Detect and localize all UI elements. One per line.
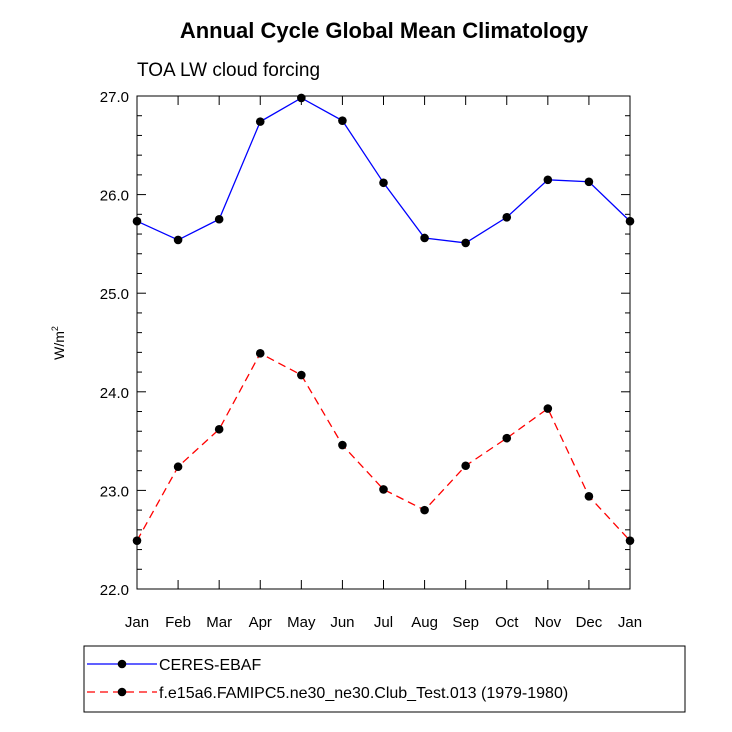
series-1-point — [132, 216, 142, 226]
series-2-point — [420, 505, 429, 515]
legend-marker-1 — [117, 659, 127, 669]
series-2-point — [338, 440, 347, 450]
series-1-point — [338, 116, 347, 125]
chart-subtitle: TOA LW cloud forcing — [137, 60, 320, 81]
series-2-point — [502, 433, 512, 443]
x-tick-label: Jan — [125, 614, 149, 631]
x-tick-label: May — [287, 614, 316, 631]
series-1-point — [297, 93, 306, 103]
series-1-point — [420, 233, 429, 243]
series-1-point — [502, 212, 512, 222]
series-1-point — [173, 235, 183, 245]
x-tick-label: Oct — [495, 614, 519, 631]
series-2-point — [132, 536, 142, 545]
x-tick-label: Nov — [534, 614, 561, 631]
x-tick-label: Feb — [165, 614, 191, 631]
series-1-point — [379, 178, 388, 188]
series-2-point — [214, 424, 224, 434]
series-line-2 — [136, 352, 631, 542]
y-tick-label: 26.0 — [100, 188, 129, 205]
y-tick-label: 25.0 — [100, 286, 129, 303]
legend-box — [83, 645, 686, 713]
series-2-point — [543, 404, 553, 413]
y-tick-label: 22.0 — [100, 582, 129, 599]
series-line-1 — [136, 97, 631, 244]
series-1-point — [461, 238, 470, 248]
legend: CERES-EBAF f.e15a6.FAMIPC5.ne30_ne30.Club… — [83, 645, 686, 713]
x-tick-label: Aug — [411, 614, 438, 631]
series-2-point — [625, 536, 635, 545]
y-tick-label: 23.0 — [100, 483, 129, 500]
series-1-point — [543, 175, 553, 185]
series-2-point — [584, 492, 594, 501]
legend-label-1: CERES-EBAF — [159, 657, 261, 674]
series-1-point — [214, 214, 224, 224]
svg-text:W/m2: W/m2 — [50, 326, 67, 360]
series-1-point — [255, 117, 265, 126]
x-tick-label: Sep — [452, 614, 479, 631]
series-1-point — [625, 216, 635, 226]
y-axis-label-superscript: 2 — [50, 326, 60, 331]
y-axis-label: W/m2 — [50, 326, 67, 360]
y-axis-label-text: W/m — [51, 331, 67, 360]
legend-label-2: f.e15a6.FAMIPC5.ne30_ne30.Club_Test.013 … — [159, 685, 568, 702]
series-2-point — [379, 485, 388, 494]
x-tick-label: Jul — [374, 614, 393, 631]
y-tick-label: 24.0 — [100, 385, 129, 402]
series-1-point — [584, 177, 594, 187]
series-2-point — [297, 370, 306, 380]
y-tick-label: 27.0 — [100, 89, 129, 106]
x-tick-label: Apr — [249, 614, 272, 631]
series-2-point — [173, 462, 183, 472]
series-2-point — [255, 349, 265, 358]
x-tick-label: Jun — [330, 614, 354, 631]
plot-area: 22.0 23.0 24.0 25.0 26.0 27.0 Jan Feb Mar Apr May J… — [100, 89, 642, 631]
plot-frame — [136, 95, 631, 590]
series-2-point — [461, 461, 470, 471]
x-tick-label: Dec — [576, 614, 603, 631]
x-tick-label: Mar — [206, 614, 232, 631]
legend-marker-2 — [117, 687, 127, 697]
x-tick-label: Jan — [618, 614, 642, 631]
chart-title: Annual Cycle Global Mean Climatology — [180, 18, 589, 43]
